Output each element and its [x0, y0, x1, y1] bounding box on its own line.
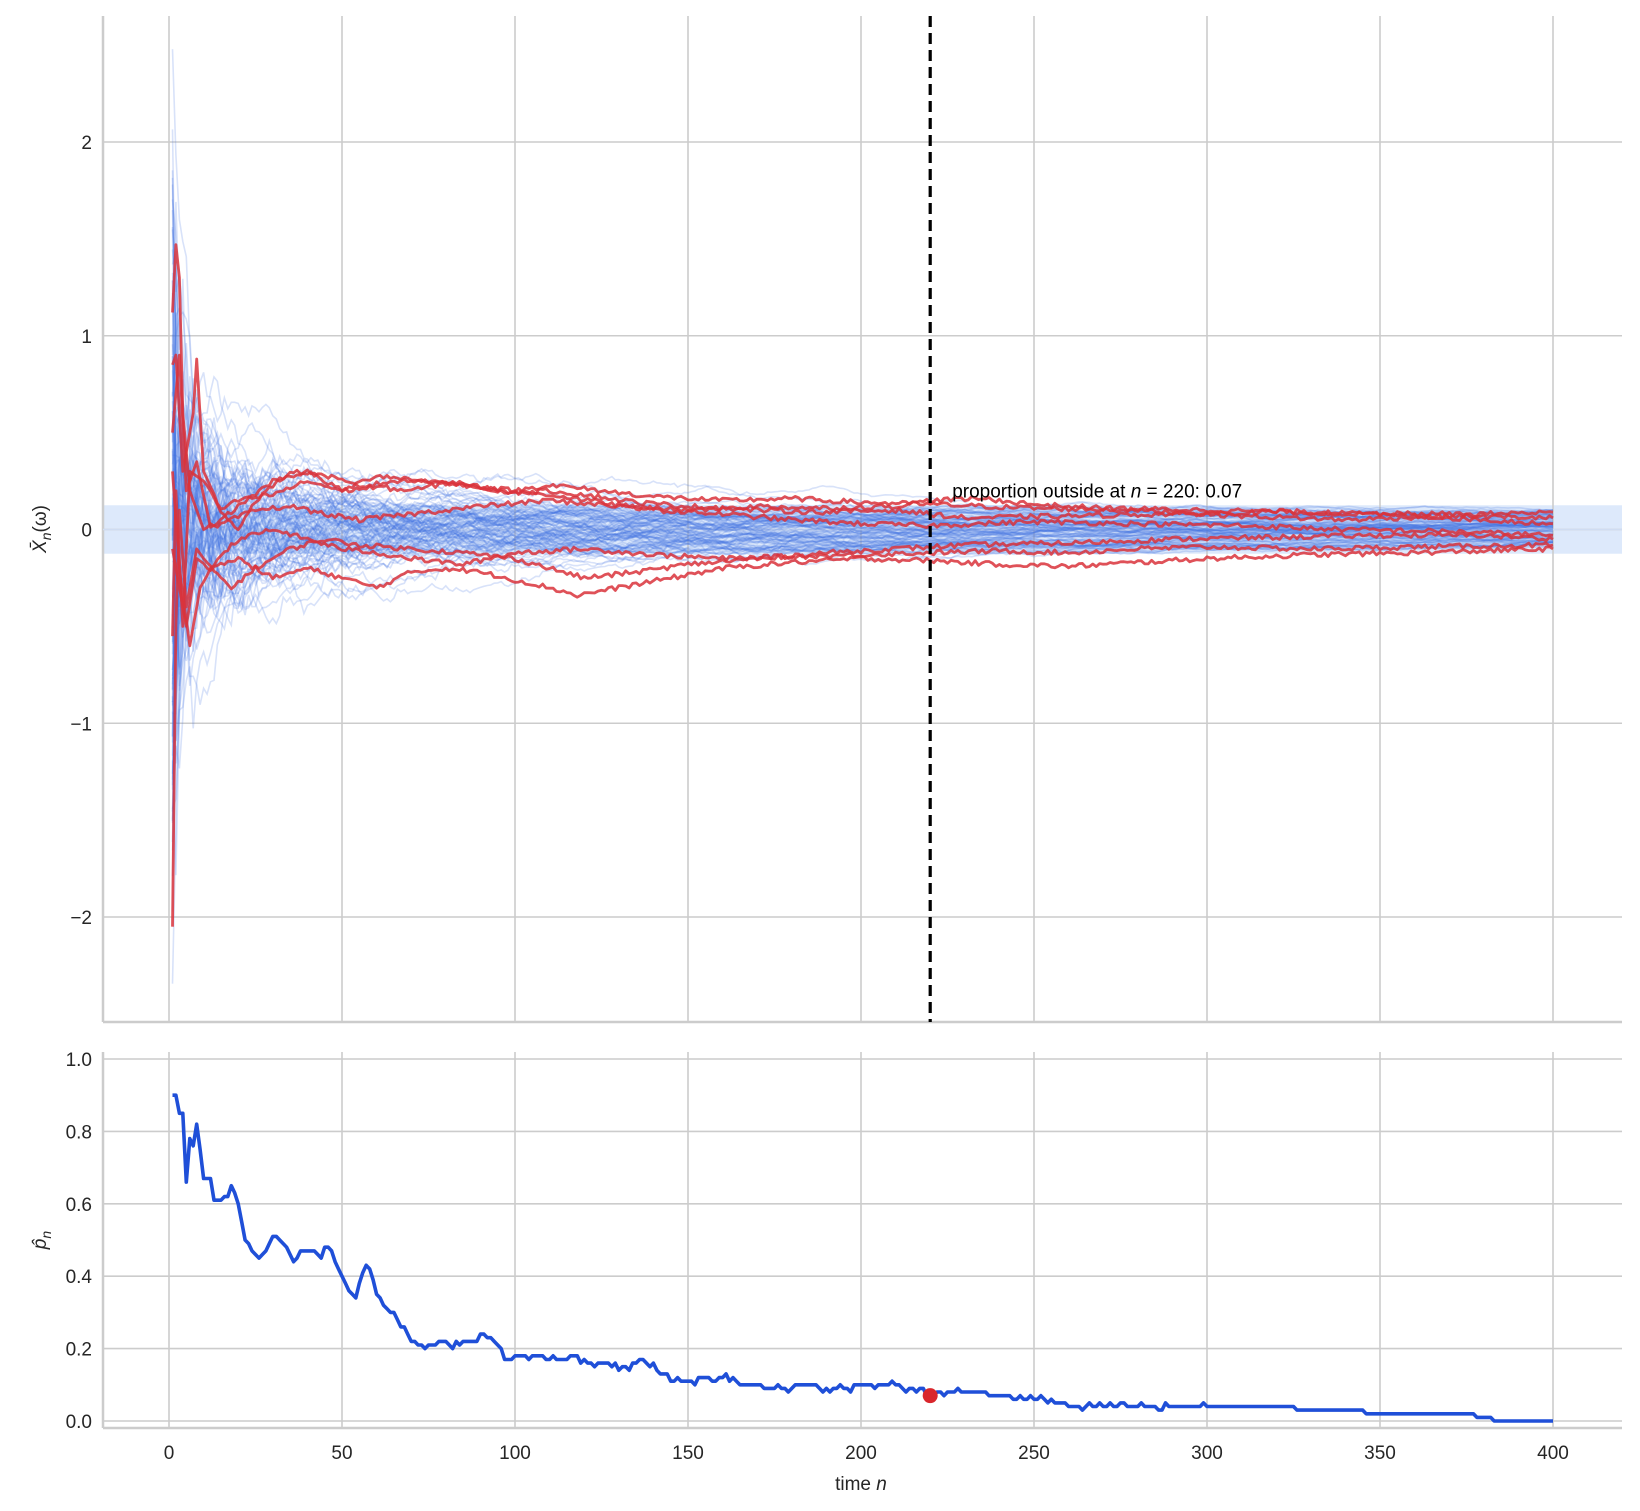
path-inside [171, 226, 1554, 549]
y-tick-label: 0.6 [66, 1195, 92, 1216]
top-y-axis-label: X̄n(ω) [30, 505, 54, 554]
path-outside [171, 508, 1554, 927]
y-tick-label: 0 [81, 521, 92, 542]
y-tick-label: 1.0 [66, 1050, 92, 1071]
path-outside [171, 471, 1554, 648]
top-grid [101, 16, 1622, 1024]
path-inside [171, 459, 1554, 552]
x-tick-label: 200 [845, 1443, 877, 1464]
y-tick-label: −2 [70, 908, 92, 929]
path-inside [171, 528, 1554, 790]
path-inside [171, 201, 1554, 537]
paths-inside [171, 49, 1554, 984]
y-tick-label: 0.4 [66, 1267, 93, 1288]
path-inside [171, 199, 1554, 543]
bottom-panel-proportion: 0.0 0.2 0.4 0.6 0.8 1.0 0 50 100 150 200 250 300 350 4… [30, 1050, 1622, 1495]
path-inside [171, 411, 1554, 743]
x-tick-label: 100 [499, 1443, 531, 1464]
path-inside [172, 452, 1554, 596]
path-inside [171, 501, 1554, 774]
x-tick-label: 400 [1537, 1443, 1569, 1464]
bottom-grid [101, 1052, 1622, 1430]
path-inside [171, 229, 1554, 610]
proportion-annotation: proportion outside at n = 220: 0.07 [952, 482, 1242, 503]
path-inside [171, 251, 1554, 545]
paths-outside [171, 243, 1554, 927]
x-axis-label: time n [835, 1474, 887, 1495]
x-tick-label: 50 [331, 1443, 352, 1464]
path-inside [171, 507, 1554, 677]
y-tick-label: 1 [81, 327, 92, 348]
path-inside [171, 449, 1554, 690]
path-inside [171, 494, 1554, 700]
path-outside [171, 353, 1554, 529]
path-inside [171, 440, 1554, 559]
y-tick-label: 0.0 [66, 1412, 92, 1433]
path-inside [171, 400, 1554, 558]
path-inside [171, 415, 1554, 736]
bottom-tick-labels: 0.0 0.2 0.4 0.6 0.8 1.0 0 50 100 150 200 250 300 350 4… [66, 1050, 1569, 1464]
path-inside [171, 356, 1554, 705]
x-tick-label: 150 [672, 1443, 704, 1464]
path-inside [171, 411, 1554, 631]
path-inside [171, 307, 1554, 563]
path-outside [171, 468, 1554, 637]
y-tick-label: 0.8 [66, 1122, 92, 1143]
path-inside [171, 508, 1553, 706]
y-tick-label: 2 [81, 133, 92, 154]
x-tick-label: 350 [1364, 1443, 1396, 1464]
path-inside [171, 354, 1553, 523]
path-inside [171, 49, 1554, 553]
path-outside [171, 243, 1554, 531]
top-panel-sample-means: proportion outside at n = 220: 0.07 −2 −1… [30, 16, 1622, 1024]
path-inside [171, 477, 1554, 632]
path-inside [171, 496, 1554, 843]
path-inside [171, 279, 1554, 573]
x-tick-label: 0 [164, 1443, 175, 1464]
marker-dot-n220 [922, 1388, 938, 1404]
path-inside [171, 514, 1554, 877]
path-inside [171, 280, 1554, 528]
x-tick-label: 250 [1018, 1443, 1050, 1464]
y-tick-label: 0.2 [66, 1340, 92, 1361]
path-inside [172, 539, 1554, 715]
path-inside [171, 524, 1554, 686]
path-inside [171, 510, 1554, 809]
path-inside [171, 177, 1553, 587]
path-inside [171, 478, 1553, 812]
path-inside [171, 170, 1554, 570]
path-inside [171, 510, 1554, 626]
path-inside [171, 423, 1554, 851]
path-inside [171, 370, 1554, 570]
path-inside [171, 334, 1554, 609]
y-tick-label: −1 [70, 714, 92, 735]
path-outside [171, 353, 1554, 521]
bottom-y-axis-label: p̂n [30, 1231, 54, 1251]
path-inside [171, 272, 1554, 542]
path-inside [171, 401, 1554, 600]
proportion-line [172, 1093, 1553, 1423]
x-tick-label: 300 [1191, 1443, 1223, 1464]
path-inside [171, 415, 1554, 617]
top-y-tick-labels: −2 −1 0 1 2 [70, 133, 92, 929]
path-inside [171, 483, 1554, 675]
